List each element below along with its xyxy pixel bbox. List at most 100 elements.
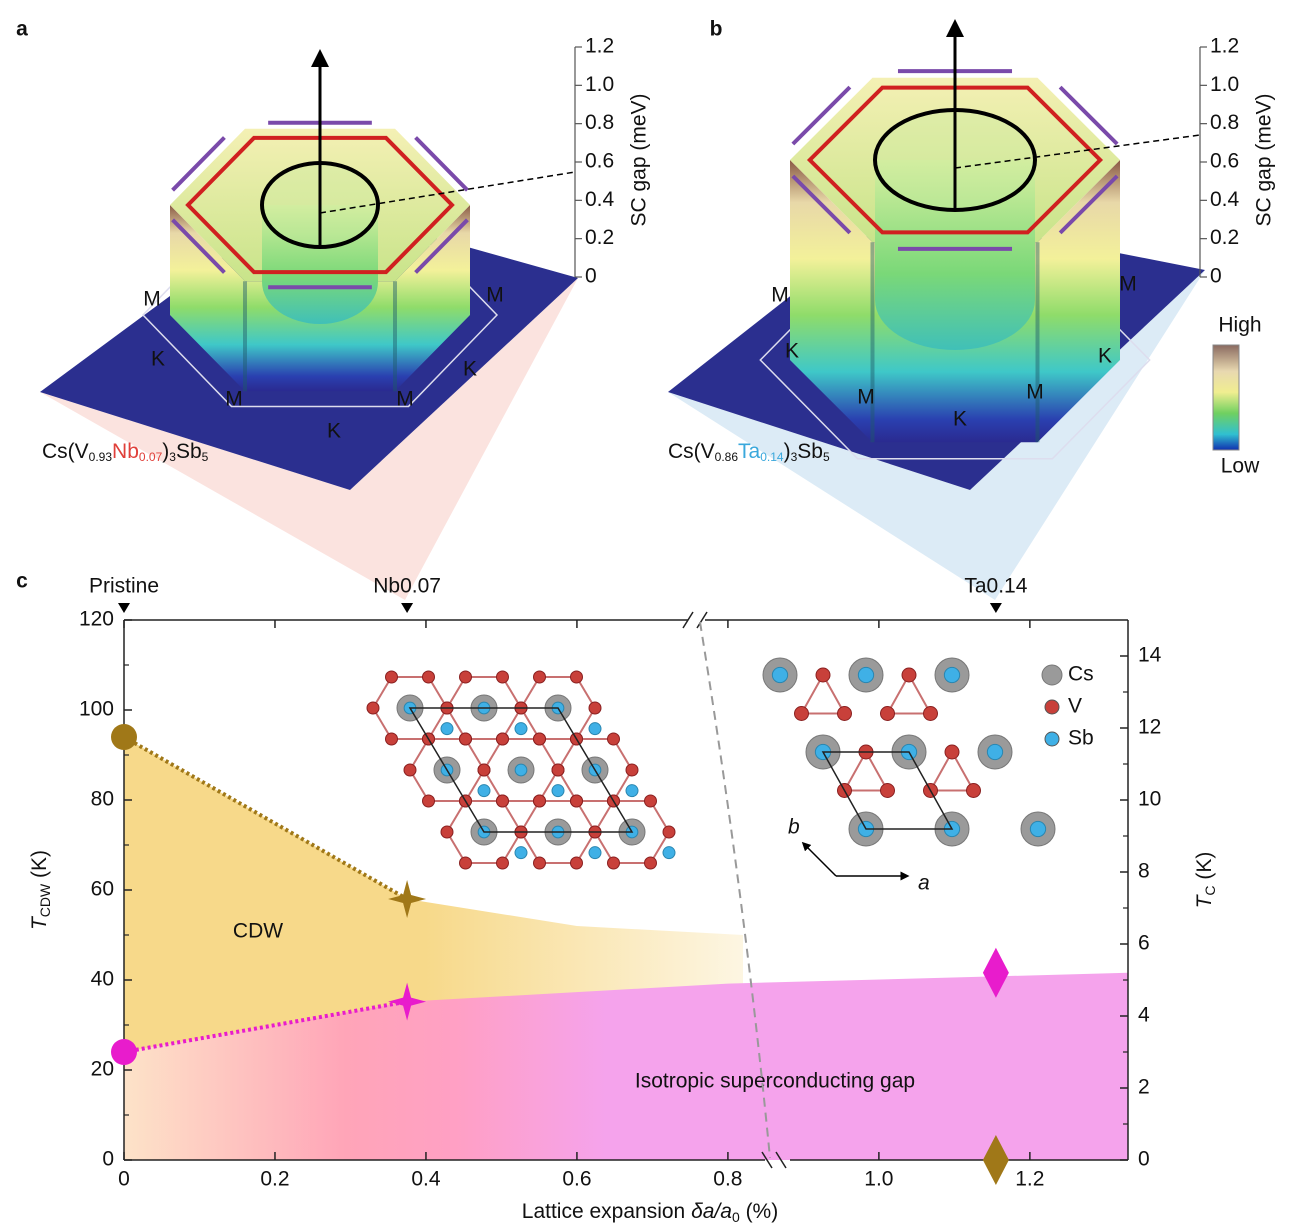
v-atom bbox=[881, 784, 895, 798]
compound-part: 5 bbox=[202, 450, 209, 464]
v-atom bbox=[608, 857, 620, 869]
data-point bbox=[111, 724, 137, 750]
y-tick-label: 20 bbox=[91, 1058, 114, 1081]
v-atom bbox=[534, 857, 546, 869]
legend-label: V bbox=[1068, 695, 1082, 718]
lattice-axis bbox=[805, 845, 836, 876]
v-atom bbox=[795, 707, 809, 721]
v-atom bbox=[367, 702, 379, 714]
sb-atom bbox=[772, 667, 787, 682]
gap-tick-label: 0 bbox=[1210, 265, 1222, 288]
x-axis-label-part: (%) bbox=[740, 1200, 779, 1223]
v-atom bbox=[534, 795, 546, 807]
legend-marker bbox=[1045, 700, 1059, 714]
sb-atom bbox=[626, 785, 638, 797]
data-point bbox=[111, 1039, 137, 1065]
x-tick-label: 0.2 bbox=[260, 1168, 289, 1191]
colorbar-high: High bbox=[1218, 314, 1261, 337]
y2-tick-label: 10 bbox=[1138, 788, 1161, 811]
v-atom bbox=[497, 795, 509, 807]
x-tick-label: 0 bbox=[118, 1168, 130, 1191]
compound-part: ) bbox=[784, 440, 791, 463]
compound-part: 0.07 bbox=[139, 450, 163, 464]
compound-part: Sb bbox=[797, 440, 823, 463]
y2-tick-label: 6 bbox=[1138, 932, 1150, 955]
panel-letter: c bbox=[16, 570, 28, 593]
symmetry-point: M bbox=[486, 284, 504, 307]
gap-tick-label: 0 bbox=[585, 265, 597, 288]
v-atom bbox=[663, 826, 675, 838]
sb-atom bbox=[663, 847, 675, 859]
colorbar bbox=[1213, 345, 1239, 450]
y2-axis-label: TC (K) bbox=[1193, 852, 1218, 909]
compound-part: Nb bbox=[112, 440, 139, 463]
gap-tick-label: 1.2 bbox=[585, 35, 614, 58]
sb-atom bbox=[441, 723, 453, 735]
v-atom bbox=[945, 745, 959, 759]
v-atom bbox=[881, 707, 895, 721]
v-atom bbox=[386, 733, 398, 745]
sb-atom bbox=[987, 744, 1002, 759]
gap-axis-label: SC gap (meV) bbox=[1253, 93, 1276, 226]
gap-axis-label: SC gap (meV) bbox=[628, 93, 651, 226]
compound: Cs(V0.93Nb0.07)3Sb5 bbox=[42, 440, 209, 465]
x-tick-label: 1.0 bbox=[864, 1168, 893, 1191]
compound-part: Cs(V bbox=[668, 440, 715, 463]
v-atom bbox=[571, 671, 583, 683]
lattice-axis-label: b bbox=[788, 816, 800, 839]
y2-axis-label-part: C bbox=[1202, 885, 1218, 895]
gap-tick-label: 0.4 bbox=[585, 188, 615, 211]
symmetry-point: K bbox=[327, 420, 341, 443]
y-tick-label: 80 bbox=[91, 788, 114, 811]
region-label: CDW bbox=[233, 920, 283, 943]
gap-tick-label: 1.0 bbox=[1210, 73, 1239, 96]
x-axis-label-part: Lattice expansion bbox=[522, 1200, 691, 1223]
symmetry-point: K bbox=[785, 340, 799, 363]
v-atom bbox=[552, 764, 564, 776]
v-atom bbox=[924, 707, 938, 721]
gap-tick-label: 0.8 bbox=[1210, 111, 1239, 134]
compound: Cs(V0.86Ta0.14)3Sb5 bbox=[668, 440, 830, 465]
y-axis-label: TCDW (K) bbox=[28, 850, 53, 930]
v-atom bbox=[645, 857, 657, 869]
gap-tick-label: 1.0 bbox=[585, 73, 614, 96]
y-tick-label: 120 bbox=[79, 608, 114, 631]
v-atom bbox=[441, 826, 453, 838]
compound-part: ) bbox=[162, 440, 169, 463]
sb-atom bbox=[858, 667, 873, 682]
y2-tick-label: 4 bbox=[1138, 1004, 1150, 1027]
sb-atom bbox=[515, 847, 527, 859]
sb-atom bbox=[478, 785, 490, 797]
x-axis-label: Lattice expansion δa/a0 (%) bbox=[522, 1200, 778, 1225]
gap-tick-label: 1.2 bbox=[1210, 35, 1239, 58]
v-atom bbox=[497, 857, 509, 869]
gap-tick-label: 0.4 bbox=[1210, 188, 1240, 211]
panel-letter: a bbox=[16, 18, 28, 41]
gap-tick-label: 0.2 bbox=[585, 226, 614, 249]
gap-tick-label: 0.6 bbox=[585, 150, 614, 173]
colorbar-low: Low bbox=[1221, 455, 1260, 478]
symmetry-point: K bbox=[953, 408, 967, 431]
gap-tick-label: 0.6 bbox=[1210, 150, 1239, 173]
v-atom bbox=[404, 764, 416, 776]
top-marker bbox=[118, 603, 130, 613]
v-atom bbox=[460, 671, 472, 683]
x-tick-label: 0.4 bbox=[411, 1168, 441, 1191]
compound-part: 0.14 bbox=[760, 450, 784, 464]
symmetry-point: K bbox=[1098, 345, 1112, 368]
v-atom bbox=[967, 784, 981, 798]
v-atom bbox=[534, 733, 546, 745]
v-atom bbox=[497, 733, 509, 745]
y2-tick-label: 12 bbox=[1138, 716, 1161, 739]
v-atom bbox=[571, 857, 583, 869]
compound-part: 0.86 bbox=[715, 450, 739, 464]
legend-marker bbox=[1042, 665, 1062, 685]
legend-label: Sb bbox=[1068, 727, 1094, 750]
symmetry-point: M bbox=[143, 288, 161, 311]
x-tick-label: 1.2 bbox=[1015, 1168, 1044, 1191]
sb-atom bbox=[515, 764, 527, 776]
y2-tick-label: 14 bbox=[1138, 644, 1162, 667]
figure: MMKKMMKaCs(V0.93Nb0.07)3Sb500.20.40.60.8… bbox=[0, 0, 1296, 1227]
v-atom bbox=[902, 668, 916, 682]
y2-tick-label: 8 bbox=[1138, 860, 1150, 883]
